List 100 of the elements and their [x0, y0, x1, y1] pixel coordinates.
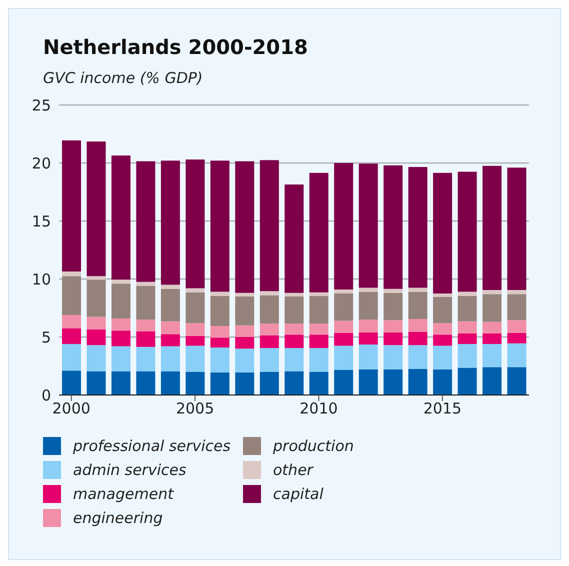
bar — [284, 184, 304, 293]
legend-label: engineering — [73, 509, 163, 527]
bar — [136, 282, 156, 286]
bar — [482, 290, 502, 294]
y-tick-label: 20 — [32, 154, 51, 172]
bar — [186, 288, 205, 292]
bar — [309, 296, 328, 324]
bar — [284, 296, 304, 324]
bar — [458, 334, 477, 344]
bar — [507, 332, 526, 344]
bar — [358, 332, 378, 345]
bar — [408, 292, 428, 320]
legend-label: production — [273, 437, 354, 455]
bar — [210, 338, 230, 348]
bar — [160, 284, 180, 289]
bar — [482, 334, 502, 344]
bar — [358, 344, 378, 370]
bar — [433, 323, 452, 335]
bar — [160, 321, 180, 334]
bar — [482, 294, 502, 322]
bar — [458, 172, 477, 292]
bar — [507, 294, 526, 320]
y-tick-label: 5 — [41, 328, 51, 346]
bar — [433, 296, 452, 324]
bar — [62, 271, 81, 276]
bar — [482, 344, 502, 368]
bar — [408, 319, 428, 332]
legend-label: professional services — [73, 437, 231, 455]
bar — [186, 336, 205, 346]
bar — [160, 371, 180, 395]
bar — [160, 346, 180, 372]
bar — [136, 161, 156, 282]
bar — [235, 348, 254, 372]
bar — [86, 276, 106, 280]
bar — [235, 372, 254, 395]
bar — [260, 335, 279, 348]
bar — [260, 291, 279, 296]
bar — [334, 163, 354, 290]
bar — [334, 346, 354, 370]
bar — [433, 172, 452, 294]
bar — [384, 369, 403, 395]
bar — [62, 328, 81, 344]
y-tick-label: 0 — [41, 386, 51, 404]
bar — [62, 344, 81, 371]
y-tick-label: 25 — [32, 96, 51, 114]
bar — [86, 329, 106, 346]
bar — [309, 292, 328, 296]
bar — [334, 370, 354, 395]
bar — [358, 292, 378, 320]
bar — [62, 140, 81, 272]
bar — [235, 337, 254, 349]
bar — [235, 292, 254, 296]
bar — [458, 368, 477, 395]
bar — [260, 160, 279, 292]
bar — [433, 346, 452, 370]
bar — [507, 168, 526, 290]
bar — [210, 326, 230, 338]
bar — [111, 371, 130, 395]
bar — [408, 368, 428, 395]
bar — [111, 155, 130, 280]
bar — [358, 320, 378, 332]
bar — [507, 367, 526, 395]
bar — [384, 320, 403, 332]
bar — [408, 288, 428, 292]
bar — [384, 292, 403, 320]
bar — [309, 324, 328, 335]
bar — [86, 371, 106, 395]
bar — [86, 345, 106, 372]
y-axis-title: GVC income (% GDP) — [43, 69, 203, 87]
bar — [160, 288, 180, 322]
bar — [86, 280, 106, 317]
bar — [186, 323, 205, 336]
bar — [358, 369, 378, 395]
legend-label: admin services — [73, 461, 186, 479]
bar — [334, 289, 354, 294]
bar — [111, 330, 130, 346]
bar — [260, 372, 279, 395]
bar — [111, 318, 130, 331]
bar — [136, 331, 156, 347]
bar — [62, 276, 81, 315]
bar — [111, 280, 130, 284]
bar — [136, 371, 156, 395]
bar — [210, 292, 230, 296]
bar — [458, 344, 477, 368]
bar — [408, 332, 428, 346]
bar — [62, 314, 81, 328]
bar — [210, 160, 230, 292]
bar — [210, 347, 230, 372]
bar — [458, 292, 477, 296]
y-tick-label: 15 — [32, 212, 51, 230]
bar — [358, 164, 378, 288]
bar — [309, 334, 328, 348]
x-tick-label: 2015 — [423, 400, 462, 418]
bar — [111, 284, 130, 318]
bar — [384, 165, 403, 289]
bar — [86, 316, 106, 330]
bar — [309, 348, 328, 372]
chart-title: Netherlands 2000-2018 — [43, 35, 308, 59]
bar — [309, 172, 328, 292]
bar — [260, 295, 279, 324]
